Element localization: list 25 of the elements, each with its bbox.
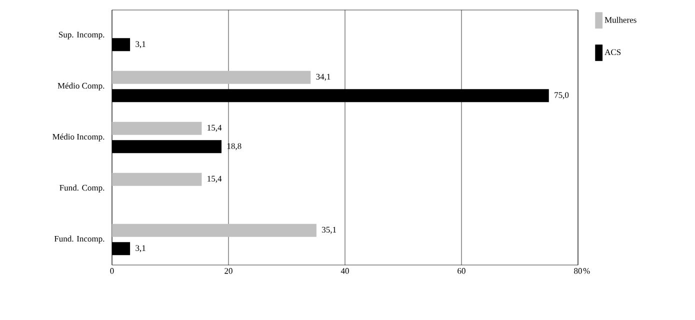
data-label: 35,1 [322, 226, 336, 234]
data-label: 3,1 [136, 41, 146, 48]
data-label: 34,1 [316, 74, 330, 81]
bar [112, 70, 311, 84]
y-tick-label: Médio Incomp. [52, 134, 104, 142]
legend-label: Mulheres [604, 16, 636, 23]
x-tick-label: 80 [574, 268, 582, 274]
y-tick-label: Médio Comp. [58, 82, 104, 90]
data-label: 15,4 [208, 176, 222, 183]
x-tick-label: 20 [224, 268, 232, 274]
data-label: 3,1 [136, 245, 146, 252]
y-tick-label: Fund. Comp. [60, 184, 104, 192]
data-label: 15,4 [208, 124, 222, 132]
x-tick-label: 60 [458, 268, 466, 274]
data-label: 18,8 [227, 143, 242, 150]
data-label: 75,0 [554, 92, 569, 100]
x-tick-label: 40 [340, 268, 349, 274]
bar [112, 172, 202, 186]
legend-label: ACS [604, 49, 621, 56]
x-axis-title: % [583, 268, 590, 274]
bar [112, 122, 202, 135]
bar [112, 224, 316, 237]
x-tick-label: 0 [110, 268, 114, 274]
y-tick-label: Sup. Incomp. [59, 32, 104, 40]
y-tick-label: Fund. Incomp. [54, 236, 104, 244]
